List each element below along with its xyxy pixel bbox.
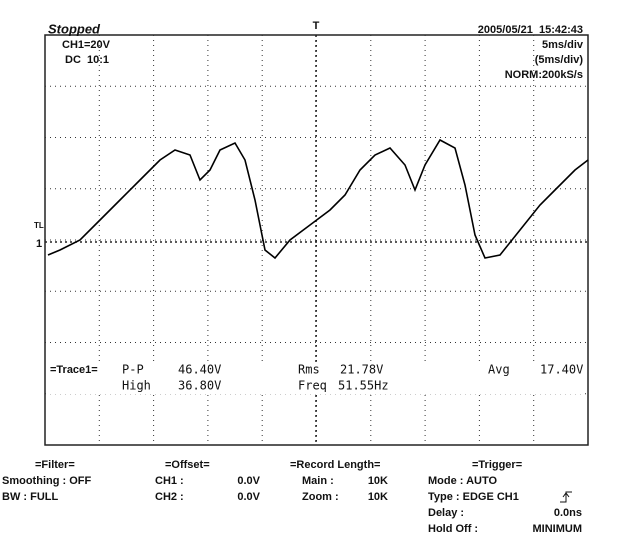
ground-marker: 1: [36, 238, 42, 250]
setting-value: 10K: [368, 475, 388, 487]
setting-value: 0.0V: [237, 475, 260, 487]
setting-value: 10K: [368, 491, 388, 503]
trigger-marker: T: [313, 20, 320, 32]
setting-value: MINIMUM: [533, 523, 583, 535]
waveform: [47, 138, 589, 260]
meas-value: 51.55Hz: [338, 379, 389, 393]
setting: CH2 :: [155, 491, 184, 503]
setting: Type : EDGE CH1: [428, 491, 519, 503]
meas-name: P-P: [122, 363, 144, 377]
meas-value: 36.80V: [178, 379, 221, 393]
setting: Mode : AUTO: [428, 475, 497, 487]
meas-value: 46.40V: [178, 363, 221, 377]
measurement-box: [48, 362, 584, 394]
coupling: DC 10:1: [65, 54, 109, 66]
trace-label: =Trace1=: [50, 364, 98, 376]
sampling: NORM:200kS/s: [505, 69, 583, 81]
edge-icon: [560, 491, 572, 503]
setting: Main :: [302, 475, 334, 487]
timebase-zoom: (5ms/div): [535, 54, 584, 66]
section-title: =Trigger=: [472, 459, 522, 471]
timebase: 5ms/div: [542, 39, 584, 51]
setting: Smoothing : OFF: [2, 475, 91, 487]
section-title: =Record Length=: [290, 459, 380, 471]
setting: Delay :: [428, 507, 464, 519]
setting: BW : FULL: [2, 491, 58, 503]
datetime: 2005/05/21 15:42:43: [478, 24, 583, 36]
setting: CH1 :: [155, 475, 184, 487]
meas-name: Avg: [488, 363, 510, 377]
meas-value: 17.40V: [540, 363, 583, 377]
trigger-level-marker: TL: [34, 221, 44, 230]
channel: CH1=20V: [62, 39, 111, 51]
meas-name: Rms: [298, 363, 320, 377]
setting: Zoom :: [302, 491, 339, 503]
section-title: =Offset=: [165, 459, 210, 471]
meas-name: High: [122, 379, 151, 393]
status: Stopped: [48, 21, 101, 36]
meas-name: Freq: [298, 379, 327, 393]
section-title: =Filter=: [35, 459, 75, 471]
setting-value: 0.0ns: [554, 507, 582, 519]
meas-value: 21.78V: [340, 363, 383, 377]
setting-value: 0.0V: [237, 491, 260, 503]
setting: Hold Off :: [428, 523, 478, 535]
